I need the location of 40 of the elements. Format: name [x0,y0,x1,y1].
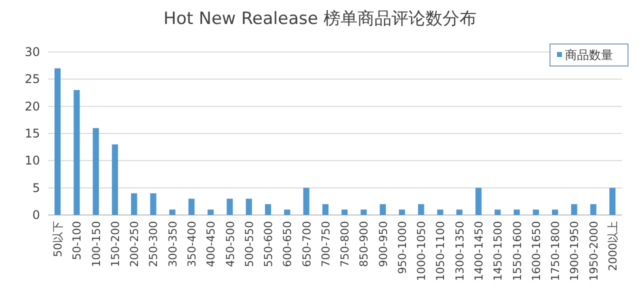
xtick: 50以下 [52,221,65,257]
legend: 商品数量 [550,44,628,66]
ytick: 30 [24,45,40,59]
xtick: 1950-2000 [587,221,600,281]
xtick: 1400-1450 [472,221,486,281]
ytick: 0 [32,208,40,222]
xtick: 350-400 [186,221,198,267]
title: Hot New Realease 榜单商品评论数分布 [164,9,476,29]
xtick: 950-1000 [396,221,409,274]
xtick: 1300-1350 [453,221,466,281]
xtick: 600-650 [281,221,294,267]
xtick: 50-100 [70,221,84,260]
xtick: 900-950 [376,221,390,267]
xtick: 750-800 [338,221,352,267]
xtick: 100-150 [90,221,103,267]
xtick: 1600-1650 [530,221,543,281]
ytick: 15 [24,126,40,140]
xtick: 250-300 [147,221,160,267]
xtick: 700-750 [319,221,332,267]
xtick: 150-200 [108,221,122,267]
xtick: 650-700 [300,221,314,267]
xtick: 1750-1800 [549,221,562,281]
xtick: 1000-1050 [415,221,428,281]
xtick: 1050-1100 [434,221,448,281]
ytick: 10 [24,154,40,168]
legend-label: 商品数量 [565,48,613,62]
ytick: 20 [24,99,40,114]
ytick: 25 [24,72,40,86]
xtick: 450-500 [224,221,237,267]
xtick: 300-350 [166,221,180,267]
ytick: 5 [32,180,40,195]
xtick: 1550-1600 [510,221,524,281]
xtick: 1900-1950 [568,221,582,281]
xtick: 200-250 [128,221,142,267]
xtick: 500-550 [242,221,256,267]
xtick: 400-450 [204,221,218,267]
xtick: 550-600 [262,221,276,267]
xtick: 850-900 [358,221,371,267]
xtick: 2000以上 [606,221,620,271]
xtick: 1450-1500 [492,221,505,281]
